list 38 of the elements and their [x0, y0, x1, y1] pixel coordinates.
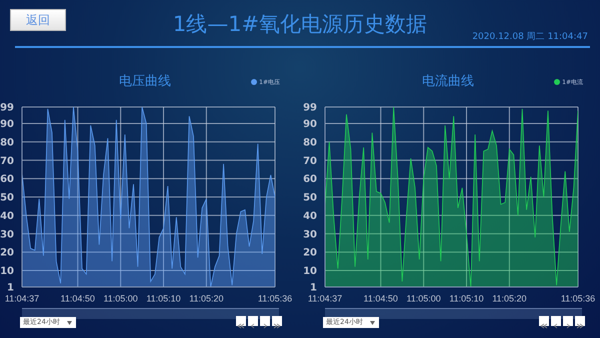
- y-tick-label: 30: [0, 229, 14, 240]
- x-tick-label: 11:04:50: [364, 293, 398, 304]
- y-tick-label: 70: [0, 156, 14, 167]
- y-tick-label: 10: [303, 266, 318, 278]
- y-tick-label: 80: [0, 137, 14, 148]
- y-tick-label: 20: [0, 248, 14, 259]
- x-tick-label: 11:05:00: [406, 293, 441, 304]
- x-tick-label: 11:04:37: [308, 293, 342, 304]
- y-tick-label: 30: [303, 229, 318, 240]
- x-tick-label: 11:05:00: [103, 293, 138, 304]
- x-tick-label: 11:05:20: [492, 293, 527, 304]
- y-tick-label: 60: [0, 174, 14, 186]
- y-tick-label: 60: [303, 174, 318, 186]
- x-tick-label: 11:05:20: [189, 293, 224, 304]
- y-tick-label: 50: [0, 192, 14, 204]
- y-tick-label: 40: [0, 210, 14, 222]
- x-tick-label: 11:04:37: [4, 293, 40, 304]
- y-tick-label: 50: [303, 192, 318, 204]
- x-tick-label: 11:05:10: [146, 293, 181, 304]
- y-tick-label: 80: [303, 137, 318, 148]
- x-tick-label: 11:05:36: [258, 293, 292, 304]
- y-tick-label: 40: [303, 210, 318, 222]
- chart-title: 电压曲线: [119, 74, 171, 89]
- y-tick-label: 10: [0, 266, 14, 278]
- y-tick-label: 90: [303, 119, 318, 130]
- y-tick-label: 1: [310, 282, 318, 294]
- y-tick-label: 99: [0, 102, 14, 114]
- x-tick-label: 11:05:10: [449, 293, 484, 304]
- y-tick-label: 99: [303, 102, 318, 114]
- y-tick-label: 20: [303, 248, 318, 259]
- y-tick-label: 1: [7, 282, 14, 294]
- y-tick-label: 90: [0, 119, 14, 130]
- text: 2020.12.08 周二 11:04:47: [472, 31, 588, 43]
- chart-title: 电流曲线: [422, 74, 474, 89]
- x-tick-label: 11:04:50: [60, 293, 95, 304]
- text: 1线—1#氧化电源历史数据: [172, 12, 428, 36]
- x-tick-label: 11:05:36: [560, 293, 596, 304]
- y-tick-label: 70: [303, 156, 318, 167]
